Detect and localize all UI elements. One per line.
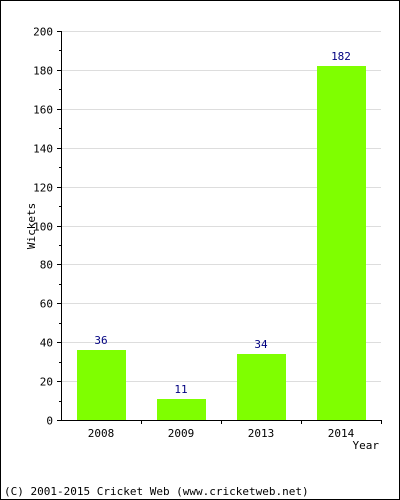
bar-2013 — [237, 354, 286, 420]
bars — [77, 66, 366, 420]
bar-2008 — [77, 350, 126, 420]
y-tick-label: 140 — [33, 143, 53, 156]
y-tick-label: 20 — [40, 376, 53, 389]
copyright-text: (C) 2001-2015 Cricket Web (www.cricketwe… — [4, 485, 309, 498]
y-tick-label: 200 — [33, 26, 53, 39]
y-tick-label: 40 — [40, 337, 53, 350]
value-label-2014: 182 — [331, 50, 351, 63]
x-axis-title: Year — [353, 439, 380, 452]
value-label-2013: 34 — [254, 338, 268, 351]
y-axis-title: Wickets — [25, 203, 38, 249]
x-tick-label-2008: 2008 — [88, 427, 115, 440]
value-labels: 36 11 34 182 — [94, 50, 351, 396]
x-tick-label-2009: 2009 — [168, 427, 195, 440]
y-tick-label: 80 — [40, 259, 53, 272]
value-label-2009: 11 — [174, 383, 187, 396]
y-tick-label: 0 — [46, 415, 53, 428]
x-tick-label-2013: 2013 — [248, 427, 275, 440]
y-tick-label: 100 — [33, 221, 53, 234]
y-tick-label: 60 — [40, 298, 53, 311]
y-tick-label: 120 — [33, 182, 53, 195]
value-label-2008: 36 — [94, 334, 107, 347]
y-tick-labels: 0 20 40 60 80 100 120 140 160 180 200 — [33, 26, 61, 428]
y-tick-label: 180 — [33, 65, 53, 78]
x-tick-label-2014: 2014 — [328, 427, 355, 440]
bar-2014 — [317, 66, 366, 420]
x-tick-labels: 2008 2009 2013 2014 — [88, 420, 382, 440]
y-tick-label: 160 — [33, 104, 53, 117]
bar-2009 — [157, 399, 206, 420]
